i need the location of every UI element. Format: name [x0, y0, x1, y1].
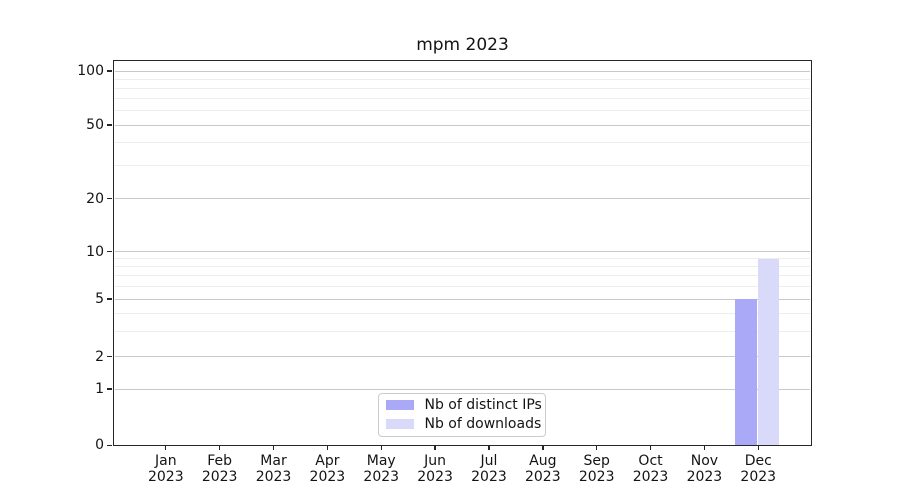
legend-label-downloads: Nb of downloads — [424, 416, 542, 432]
gridline-major — [114, 70, 810, 72]
x-tick-label-month: Nov — [690, 453, 719, 469]
gridline-minor — [114, 165, 810, 167]
x-tick-label-month: May — [366, 453, 396, 469]
x-tick-label-month: Dec — [744, 453, 772, 469]
y-tick-label: 1 — [95, 381, 104, 397]
gridline-major — [114, 251, 810, 252]
x-tick-label-month: Oct — [638, 453, 663, 469]
x-tick-label: Jan 2023 — [138, 453, 194, 485]
y-tick-mark — [107, 124, 113, 126]
x-tick-label-year: 2023 — [309, 469, 346, 485]
y-tick-mark — [107, 388, 113, 390]
gridline-minor — [114, 110, 810, 112]
y-tick-label: 100 — [77, 63, 104, 79]
x-tick-label: Nov 2023 — [676, 453, 732, 485]
x-tick-label-year: 2023 — [686, 469, 723, 485]
y-tick-label: 20 — [86, 190, 104, 207]
plot-area — [113, 59, 812, 446]
x-tick-mark — [326, 445, 329, 451]
x-tick-mark — [218, 445, 221, 451]
x-tick-label: Aug 2023 — [515, 453, 571, 485]
x-tick-mark — [165, 445, 167, 451]
x-tick-label-year: 2023 — [632, 469, 669, 485]
x-tick-label-month: Sep — [583, 453, 610, 469]
x-tick-label-year: 2023 — [255, 469, 292, 485]
x-tick-label-month: Apr — [315, 453, 340, 469]
x-tick-label: May 2023 — [353, 453, 409, 485]
x-tick-label: Dec 2023 — [730, 453, 786, 485]
x-tick-label: Jun 2023 — [407, 453, 463, 485]
legend: Nb of distinct IPs Nb of downloads — [377, 392, 546, 437]
x-tick-mark — [434, 445, 436, 451]
x-tick-mark — [488, 445, 490, 451]
x-tick-mark — [272, 445, 275, 451]
gridline-minor — [114, 330, 810, 332]
y-tick-label: 2 — [95, 348, 104, 365]
x-tick-label: Apr 2023 — [299, 453, 355, 485]
gridline-major — [114, 124, 810, 126]
legend-item-downloads: Nb of downloads — [385, 416, 541, 433]
gridline-minor — [114, 98, 810, 100]
y-tick-label: 5 — [95, 291, 104, 307]
x-tick-label: Oct 2023 — [623, 453, 679, 485]
bar-downloads — [757, 258, 780, 445]
x-tick-mark — [757, 445, 759, 451]
gridline-major — [114, 356, 810, 357]
x-tick-label-month: Jul — [480, 453, 498, 469]
x-tick-label-year: 2023 — [524, 469, 561, 485]
x-tick-label: Feb 2023 — [192, 453, 248, 485]
gridline-minor — [114, 275, 810, 277]
gridline-minor — [114, 266, 810, 268]
gridline-minor — [114, 142, 810, 144]
x-tick-mark — [595, 445, 598, 451]
y-tick-mark — [107, 197, 113, 200]
x-tick-label-year: 2023 — [363, 469, 400, 485]
x-tick-label-year: 2023 — [201, 469, 238, 485]
x-tick-label: Jul 2023 — [461, 453, 517, 485]
x-tick-label-month: Feb — [207, 453, 233, 469]
gridline-minor — [114, 286, 810, 287]
chart-title: mpm 2023 — [416, 35, 509, 55]
x-tick-mark — [649, 445, 652, 451]
y-tick-mark — [107, 355, 113, 358]
x-tick-label-month: Jan — [155, 453, 177, 469]
x-tick-label-month: Jun — [424, 453, 447, 469]
legend-label-distinct-ips: Nb of distinct IPs — [424, 397, 542, 413]
gridline-minor — [114, 78, 810, 80]
x-tick-label-year: 2023 — [740, 469, 777, 485]
gridline-minor — [114, 87, 810, 89]
x-tick-label: Sep 2023 — [569, 453, 625, 485]
y-tick-mark — [107, 70, 113, 72]
gridline-major — [114, 388, 810, 390]
legend-swatch-downloads-icon — [385, 419, 414, 429]
y-tick-label: 0 — [95, 437, 104, 454]
gridline-major — [114, 298, 810, 300]
y-tick-label: 10 — [86, 243, 104, 260]
x-tick-mark — [542, 445, 544, 451]
legend-item-distinct-ips: Nb of distinct IPs — [385, 397, 542, 414]
gridline-major — [114, 198, 810, 199]
gridline-minor — [114, 312, 810, 314]
x-tick-label-month: Aug — [529, 453, 557, 469]
x-tick-label-year: 2023 — [471, 469, 507, 485]
y-tick-mark — [107, 444, 113, 446]
x-tick-label: Mar 2023 — [246, 453, 302, 485]
x-tick-label-year: 2023 — [417, 469, 453, 485]
y-tick-label: 50 — [86, 117, 104, 133]
y-tick-mark — [107, 298, 113, 300]
x-tick-label-year: 2023 — [147, 469, 184, 485]
x-tick-label-year: 2023 — [578, 469, 615, 485]
legend-swatch-distinct-ips-icon — [385, 400, 414, 410]
x-tick-mark — [703, 445, 706, 451]
x-tick-mark — [380, 445, 382, 451]
y-tick-mark — [107, 250, 113, 253]
gridline-minor — [114, 258, 810, 260]
bar-distinct-ips — [735, 299, 757, 445]
x-tick-label-month: Mar — [260, 453, 287, 469]
